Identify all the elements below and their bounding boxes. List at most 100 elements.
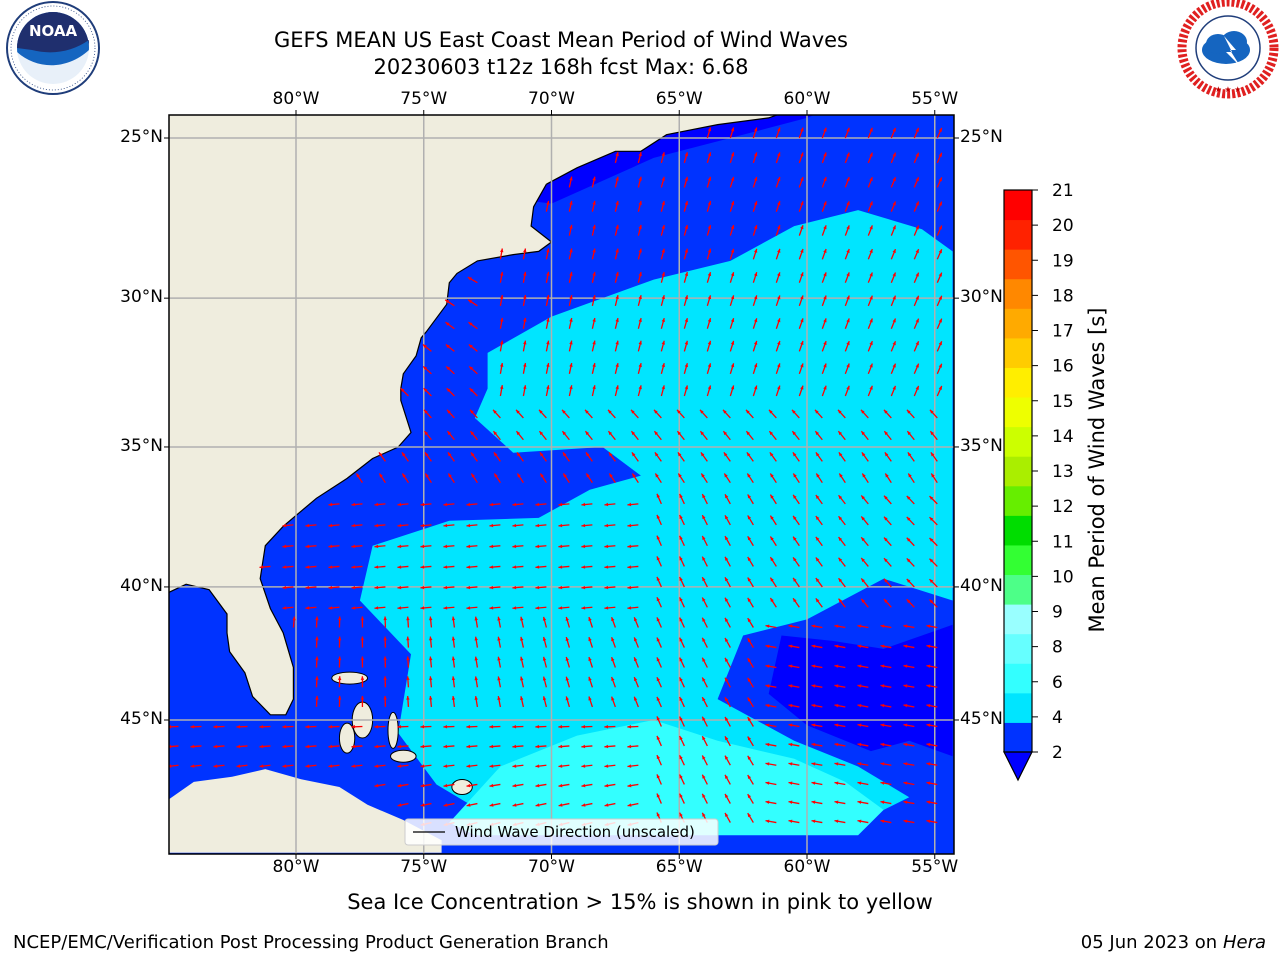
wave-direction-arrowhead (725, 577, 729, 582)
plot-frame (168, 114, 955, 855)
wave-direction-arrowhead (466, 523, 471, 528)
wave-direction-arrowhead (569, 363, 573, 367)
wave-direction-arrowhead (305, 523, 310, 528)
wave-direction-arrowhead (880, 644, 885, 648)
wave-direction-arrowhead (190, 764, 195, 768)
wave-direction-arrowhead (811, 781, 816, 785)
wave-direction-arrowhead (315, 676, 319, 681)
wave-direction-arrowhead (730, 176, 735, 181)
wave-direction-arrowhead (282, 523, 287, 528)
wave-direction-arrowhead (383, 616, 387, 621)
wave-direction-arrowhead (443, 523, 448, 528)
wave-direction-arrowhead (838, 598, 843, 603)
wave-direction-arrowhead (558, 725, 563, 729)
wave-direction-arrowhead (816, 473, 820, 478)
colorbar-segment (1004, 308, 1032, 339)
wave-direction-arrowhead (282, 744, 287, 749)
wave-direction-arrowhead (892, 127, 896, 132)
wave-direction-arrowhead (730, 127, 735, 132)
wave-direction-arrowhead (815, 557, 820, 562)
wave-direction-arrowhead (540, 473, 544, 478)
wave-direction-arrowhead (679, 657, 683, 662)
wave-direction-arrowhead (834, 762, 839, 766)
wave-direction-arrowhead (489, 523, 494, 528)
wave-direction-arrowhead (282, 544, 287, 549)
wave-direction-arrowhead (581, 764, 586, 768)
wave-direction-arrowhead (915, 295, 919, 300)
wave-direction-arrowhead (489, 764, 494, 768)
wave-direction-arrowhead (661, 152, 665, 157)
wave-direction-arrowhead (770, 494, 774, 499)
wave-direction-arrowhead (926, 742, 931, 747)
wave-direction-arrowhead (305, 585, 310, 590)
wave-direction-arrowhead (880, 703, 885, 708)
wave-direction-arrowhead (846, 127, 850, 132)
wave-direction-arrowhead (915, 177, 919, 182)
wave-direction-arrowhead (730, 340, 735, 345)
wave-direction-arrowhead (700, 431, 705, 436)
colorbar-segment (1004, 397, 1032, 428)
wave-direction-arrowhead (420, 764, 425, 768)
wave-direction-arrowhead (604, 783, 609, 788)
wave-direction-arrowhead (684, 363, 689, 368)
wave-direction-arrowhead (581, 523, 586, 528)
wave-direction-arrowhead (424, 431, 429, 436)
map-plot-area (169, 115, 954, 854)
wave-direction-arrowhead (846, 272, 850, 277)
wave-direction-arrowhead (360, 656, 365, 661)
wave-direction-arrowhead (420, 744, 425, 749)
wave-direction-arrowhead (857, 723, 862, 727)
wave-direction-arrowhead (467, 277, 472, 281)
wave-direction-arrowhead (360, 695, 365, 700)
wave-direction-arrowhead (466, 585, 471, 590)
wave-direction-arrowhead (627, 803, 632, 807)
wave-direction-arrowhead (788, 624, 793, 628)
wave-direction-arrowhead (474, 616, 478, 621)
wave-direction-arrowhead (627, 606, 632, 610)
wave-direction-arrowhead (915, 385, 919, 390)
wave-direction-arrowhead (857, 684, 862, 688)
wave-direction-arrowhead (608, 452, 613, 457)
wave-direction-arrowhead (906, 409, 911, 414)
chart-subtitle: 20230603 t12z 168h fcst Max: 6.68 (373, 55, 749, 79)
lat-tick-right: 25°N (960, 127, 1003, 147)
wave-direction-arrowhead (328, 523, 333, 528)
wave-direction-arrowhead (305, 544, 310, 549)
wave-direction-arrowhead (351, 585, 356, 590)
wave-direction-arrowhead (938, 201, 942, 206)
wave-direction-arrowhead (661, 224, 665, 229)
wave-direction-arrowhead (656, 716, 660, 721)
wave-direction-arrowhead (869, 201, 873, 206)
wave-direction-arrowhead (615, 200, 619, 205)
lon-tick-bottom: 70°W (528, 857, 575, 877)
wave-direction-arrowhead (838, 431, 843, 436)
wave-direction-arrowhead (838, 578, 843, 583)
wave-direction-arrowhead (929, 537, 934, 542)
wave-direction-arrowhead (903, 800, 908, 804)
wave-direction-arrowhead (793, 577, 797, 582)
wave-direction-arrowhead (611, 617, 615, 622)
wave-direction-arrowhead (627, 502, 632, 507)
wave-direction-arrowhead (777, 363, 781, 368)
wave-direction-arrowhead (915, 363, 919, 368)
wave-direction-arrowhead (517, 473, 521, 478)
wave-direction-arrowhead (880, 624, 885, 628)
wave-direction-arrowhead (884, 495, 888, 500)
wave-direction-arrowhead (811, 723, 816, 727)
wave-direction-arrowhead (447, 452, 452, 457)
wave-direction-arrowhead (558, 744, 563, 749)
wave-direction-arrowhead (661, 340, 665, 345)
wave-direction-arrowhead (546, 200, 550, 205)
wave-direction-arrowhead (447, 431, 452, 436)
wave-direction-arrowhead (929, 558, 934, 563)
wave-direction-arrowhead (565, 656, 569, 661)
wave-direction-arrowhead (328, 544, 333, 549)
wave-direction-arrowhead (401, 452, 406, 457)
wave-direction-arrowhead (679, 493, 683, 498)
wave-direction-arrowhead (765, 742, 770, 747)
wave-direction-arrowhead (884, 599, 888, 603)
wave-direction-arrowhead (723, 452, 728, 457)
wave-direction-arrowhead (656, 696, 660, 701)
wave-direction-arrowhead (615, 152, 619, 157)
wave-direction-arrowhead (906, 537, 911, 542)
